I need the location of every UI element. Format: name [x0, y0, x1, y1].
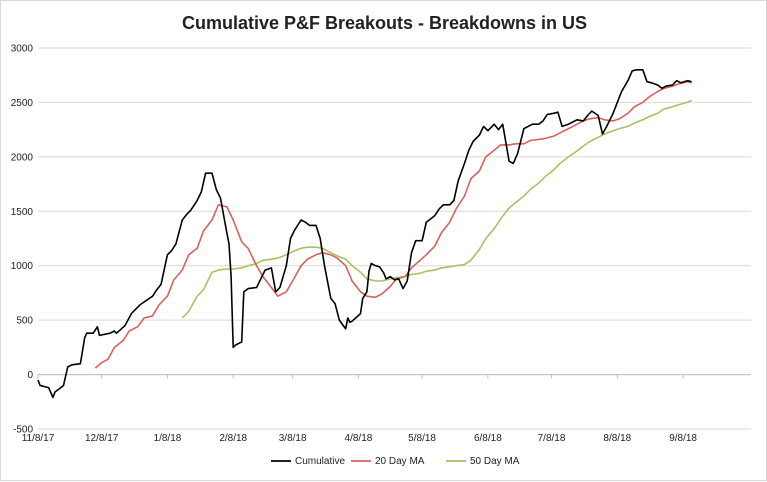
- x-tick-label: 7/8/18: [538, 433, 566, 444]
- x-tick-label: 9/8/18: [669, 433, 697, 444]
- x-tick-label: 8/8/18: [603, 433, 631, 444]
- legend-label: Cumulative: [295, 456, 345, 467]
- x-tick-label: 3/8/18: [279, 433, 307, 444]
- x-tick-label: 5/8/18: [408, 433, 436, 444]
- y-tick-label: 2500: [11, 98, 34, 109]
- x-tick-label: 1/8/18: [154, 433, 182, 444]
- x-tick-label: 4/8/18: [345, 433, 373, 444]
- y-tick-label: 2000: [11, 152, 34, 163]
- y-tick-label: 3000: [11, 44, 34, 55]
- legend-label: 20 Day MA: [375, 456, 425, 467]
- y-tick-label: 1000: [11, 261, 34, 272]
- series-line-50-day-ma: [181, 99, 692, 319]
- y-tick-label: 500: [16, 316, 33, 327]
- y-tick-label: 0: [27, 370, 33, 381]
- y-tick-label: -500: [13, 425, 33, 436]
- series-line-20-day-ma: [94, 80, 692, 369]
- x-tick-label: 6/8/18: [474, 433, 502, 444]
- x-tick-label: 2/8/18: [219, 433, 247, 444]
- series-line-cumulative: [37, 69, 692, 399]
- legend-label: 50 Day MA: [470, 456, 520, 467]
- x-tick-label: 11/8/17: [22, 433, 55, 444]
- y-tick-label: 1500: [11, 207, 34, 218]
- x-tick-label: 12/8/17: [85, 433, 119, 444]
- chart-title: Cumulative P&F Breakouts - Breakdowns in…: [181, 13, 588, 33]
